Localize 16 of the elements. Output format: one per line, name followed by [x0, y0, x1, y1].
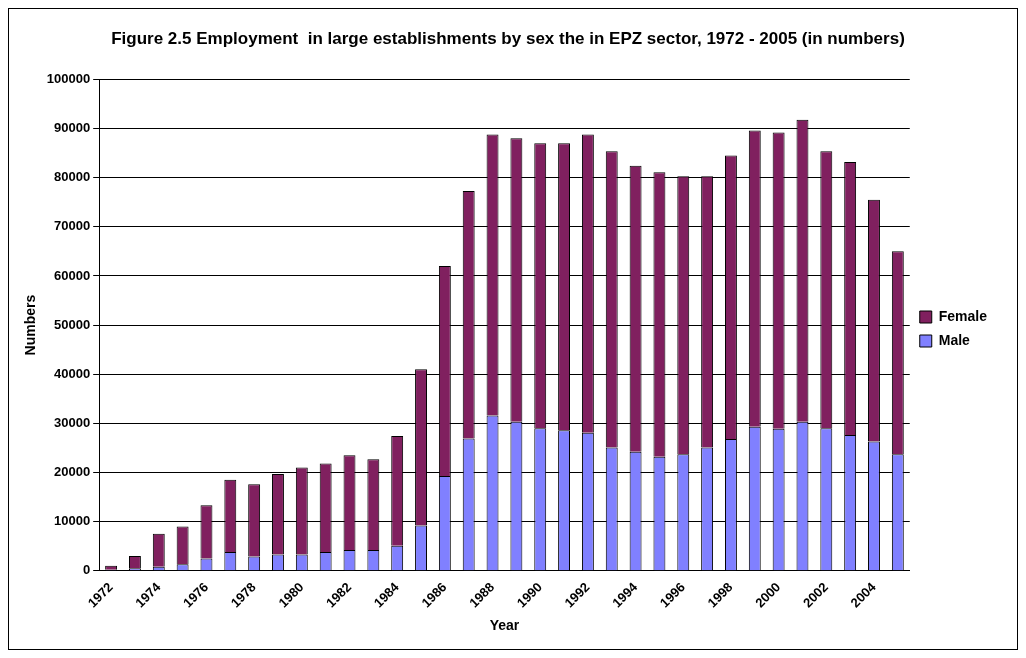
y-tick-label: 80000 — [54, 169, 91, 185]
y-tick-label: 30000 — [54, 414, 91, 430]
y-tick-label: 100000 — [46, 70, 91, 86]
y-tick-label: 0 — [82, 562, 91, 578]
y-tick-label: 60000 — [54, 267, 91, 283]
chart-title: Figure 2.5 Employment in large establishments by sex the in EPZ sector, 1972 - 2005 (in numbers) — [111, 28, 905, 48]
y-tick-label: 50000 — [54, 316, 91, 332]
y-tick-label: 40000 — [54, 365, 91, 381]
y-tick-label: 70000 — [54, 218, 91, 234]
y-tick-label: 10000 — [54, 513, 91, 529]
y-tick-label: 20000 — [54, 464, 91, 480]
legend-label: Male — [938, 331, 971, 348]
legend-label: Female — [938, 307, 988, 324]
y-tick-label: 90000 — [54, 120, 91, 136]
y-axis-title: Numbers — [22, 294, 39, 356]
x-axis-title: Year — [489, 617, 520, 634]
